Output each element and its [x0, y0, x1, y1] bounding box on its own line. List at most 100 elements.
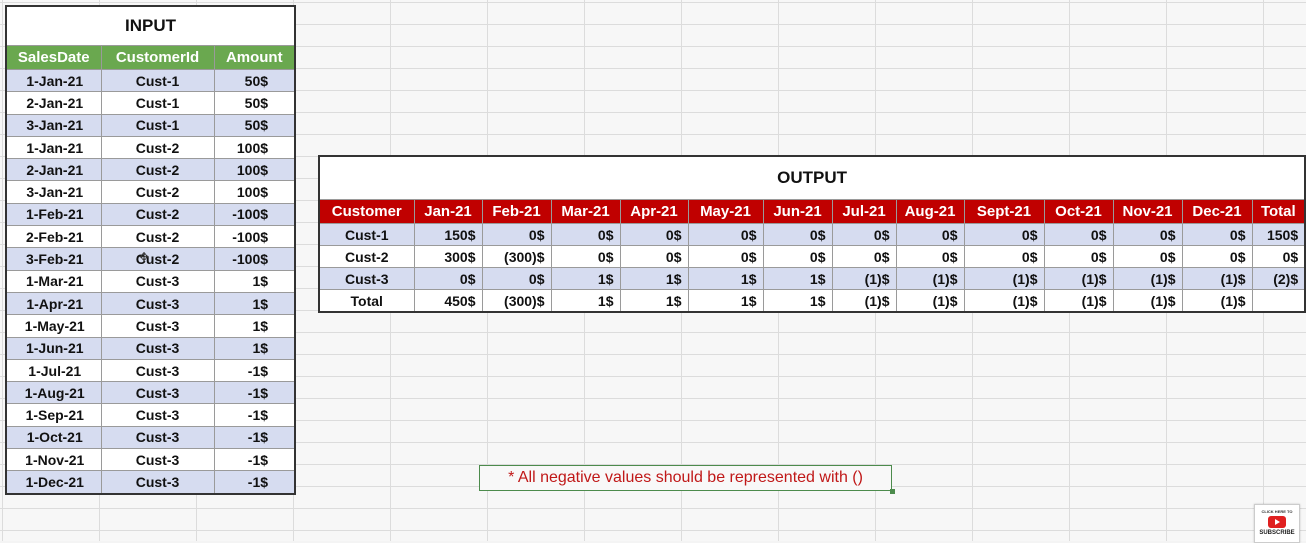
cell-value[interactable]: 1$ [619, 267, 689, 290]
cell-value[interactable]: 0$ [1181, 223, 1253, 246]
cell-value[interactable]: 0$ [963, 245, 1045, 268]
cell-value[interactable]: 0$ [481, 223, 552, 246]
cell-value[interactable]: 1$ [550, 267, 621, 290]
cell-value[interactable]: (1)$ [831, 267, 897, 290]
cell-value[interactable]: 0$ [687, 245, 764, 268]
cell-value[interactable]: 1$ [687, 267, 764, 290]
output-header-4[interactable]: Apr-21 [619, 199, 689, 224]
cell-salesdate[interactable]: 1-Jul-21 [5, 358, 102, 383]
cell-value[interactable]: 0$ [619, 223, 689, 246]
cell-salesdate[interactable]: 2-Jan-21 [5, 91, 102, 115]
subscribe-badge[interactable]: CLICK HERE TO SUBSCRIBE [1254, 504, 1300, 543]
cell-salesdate[interactable]: 3-Jan-21 [5, 113, 102, 137]
cell-customerid[interactable]: Cust-1 [100, 68, 215, 93]
cell-value[interactable]: 450$ [413, 289, 483, 313]
cell-value[interactable]: 0$ [762, 223, 833, 246]
cell-amount[interactable]: -100$ [213, 247, 296, 271]
cell-value[interactable]: 0$ [619, 245, 689, 268]
cell-value[interactable]: (1)$ [1043, 267, 1114, 290]
cell-salesdate[interactable]: 1-Jun-21 [5, 336, 102, 360]
output-header-0[interactable]: Customer [318, 199, 415, 224]
cell-amount[interactable]: -100$ [213, 202, 296, 227]
output-header-12[interactable]: Dec-21 [1181, 199, 1253, 224]
cell-value[interactable]: 0$ [1043, 245, 1114, 268]
cell-value[interactable]: (1)$ [963, 267, 1045, 290]
cell-customerid[interactable]: Cust-2 [100, 180, 215, 204]
cell-value[interactable]: (300)$ [481, 289, 552, 313]
header-customerid[interactable]: CustomerId [100, 45, 215, 70]
cell-customerid[interactable]: Cust-2 [100, 225, 215, 249]
cell-value[interactable]: 150$ [1251, 223, 1306, 246]
cell-customerid[interactable]: Cust-3 [100, 425, 215, 450]
cell-amount[interactable]: 100$ [213, 180, 296, 204]
cell-amount[interactable]: 1$ [213, 291, 296, 316]
output-header-10[interactable]: Oct-21 [1043, 199, 1114, 224]
cell-amount[interactable]: -1$ [213, 403, 296, 427]
cell-value[interactable]: 0$ [1112, 223, 1183, 246]
cell-value[interactable]: (1)$ [1181, 289, 1253, 313]
cell-amount[interactable]: -1$ [213, 425, 296, 450]
cell-value[interactable]: (1)$ [895, 267, 965, 290]
cell-value[interactable]: 1$ [687, 289, 764, 313]
output-header-13[interactable]: Total [1251, 199, 1306, 224]
cell-value[interactable]: (1)$ [895, 289, 965, 313]
cell-salesdate[interactable]: 3-Jan-21 [5, 180, 102, 204]
cell-amount[interactable]: 100$ [213, 158, 296, 182]
cell-customerid[interactable]: Cust-3 [100, 291, 215, 316]
cell-salesdate[interactable]: 1-Dec-21 [5, 470, 102, 495]
cell-value[interactable]: 0$ [687, 223, 764, 246]
cell-value[interactable]: (1)$ [1181, 267, 1253, 290]
cell-customer[interactable]: Total [318, 289, 415, 313]
output-header-1[interactable]: Jan-21 [413, 199, 483, 224]
cell-customerid[interactable]: Cust-3 [100, 470, 215, 495]
cell-value[interactable]: 300$ [413, 245, 483, 268]
output-header-3[interactable]: Mar-21 [550, 199, 621, 224]
output-header-5[interactable]: May-21 [687, 199, 764, 224]
cell-value[interactable]: 0$ [481, 267, 552, 290]
cell-value[interactable]: 0$ [550, 245, 621, 268]
cell-salesdate[interactable]: 1-Mar-21 [5, 269, 102, 293]
cell-customer[interactable]: Cust-3 [318, 267, 415, 290]
cell-value[interactable]: 1$ [550, 289, 621, 313]
cell-customer[interactable]: Cust-2 [318, 245, 415, 268]
cell-customerid[interactable]: Cust-3 [100, 403, 215, 427]
cell-value[interactable]: 0$ [1181, 245, 1253, 268]
cell-amount[interactable]: 50$ [213, 113, 296, 137]
output-header-11[interactable]: Nov-21 [1112, 199, 1183, 224]
cell-customerid[interactable]: Cust-2 [100, 202, 215, 227]
output-header-9[interactable]: Sept-21 [963, 199, 1045, 224]
cell-value[interactable]: 0$ [762, 245, 833, 268]
cell-amount[interactable]: 1$ [213, 314, 296, 338]
cell-salesdate[interactable]: 1-Oct-21 [5, 425, 102, 450]
cell-customerid[interactable]: Cust-3 [100, 269, 215, 293]
cell-value[interactable]: (1)$ [963, 289, 1045, 313]
cell-customerid[interactable]: Cust-3 [100, 358, 215, 383]
cell-amount[interactable]: -1$ [213, 358, 296, 383]
cell-amount[interactable]: 50$ [213, 68, 296, 93]
cell-amount[interactable]: 100$ [213, 135, 296, 160]
cell-customerid[interactable]: Cust-3 [100, 314, 215, 338]
cell-value[interactable]: 0$ [831, 223, 897, 246]
cell-customerid[interactable]: Cust-1 [100, 91, 215, 115]
cell-salesdate[interactable]: 1-Aug-21 [5, 381, 102, 405]
cell-customerid[interactable]: Cust-3 [100, 336, 215, 360]
cell-customerid[interactable]: Cust-2 [100, 135, 215, 160]
cell-customerid[interactable]: Cust-1 [100, 113, 215, 137]
output-header-6[interactable]: Jun-21 [762, 199, 833, 224]
cell-amount[interactable]: 1$ [213, 269, 296, 293]
cell-salesdate[interactable]: 2-Jan-21 [5, 158, 102, 182]
output-header-2[interactable]: Feb-21 [481, 199, 552, 224]
cell-value[interactable]: 0$ [1043, 223, 1114, 246]
cell-salesdate[interactable]: 1-Jan-21 [5, 135, 102, 160]
cell-value[interactable] [1251, 289, 1306, 313]
cell-value[interactable]: (300)$ [481, 245, 552, 268]
cell-value[interactable]: 0$ [831, 245, 897, 268]
cell-salesdate[interactable]: 1-May-21 [5, 314, 102, 338]
cell-salesdate[interactable]: 3-Feb-21 [5, 247, 102, 271]
cell-salesdate[interactable]: 2-Feb-21 [5, 225, 102, 249]
cell-value[interactable]: 0$ [1251, 245, 1306, 268]
cell-value[interactable]: 0$ [895, 223, 965, 246]
cell-amount[interactable]: 1$ [213, 336, 296, 360]
cell-value[interactable]: 0$ [895, 245, 965, 268]
cell-value[interactable]: (1)$ [1043, 289, 1114, 313]
